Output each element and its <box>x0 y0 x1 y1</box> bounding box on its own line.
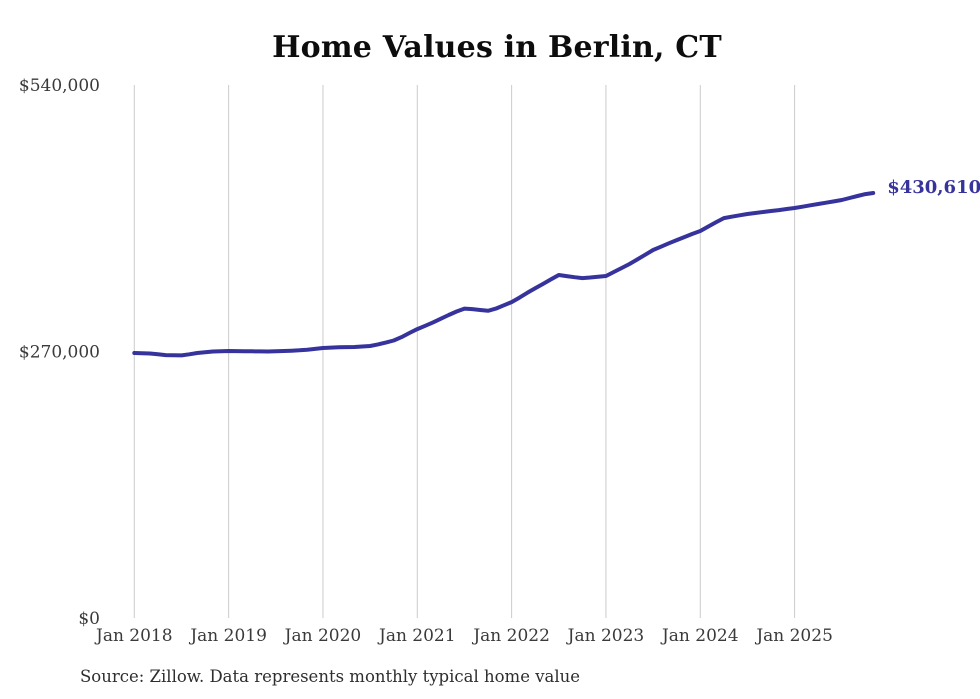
y-axis-label: $270,000 <box>19 343 100 363</box>
x-axis-label: Jan 2023 <box>566 626 645 646</box>
x-axis-label: Jan 2024 <box>660 626 739 646</box>
latest-value-label: $430,610 <box>887 177 980 198</box>
x-axis-label: Jan 2022 <box>471 626 550 646</box>
x-axis-label: Jan 2020 <box>283 626 362 646</box>
chart-title: Home Values in Berlin, CT <box>272 30 722 65</box>
home-value-series-line <box>132 191 876 358</box>
x-axis-label: Jan 2018 <box>94 626 173 646</box>
y-axis-label: $540,000 <box>19 76 100 96</box>
x-axis-label: Jan 2025 <box>754 626 833 646</box>
x-axis-label: Jan 2021 <box>377 626 456 646</box>
y-axis-label: $0 <box>78 609 100 629</box>
y-axis-labels: $0 $270,000 $540,000 <box>19 76 100 629</box>
x-axis-labels: Jan 2018 Jan 2019 Jan 2020 Jan 2021 Jan 2022… <box>94 626 833 646</box>
x-axis-label: Jan 2019 <box>188 626 267 646</box>
source-note: Source: Zillow. Data represents monthly … <box>80 667 581 686</box>
